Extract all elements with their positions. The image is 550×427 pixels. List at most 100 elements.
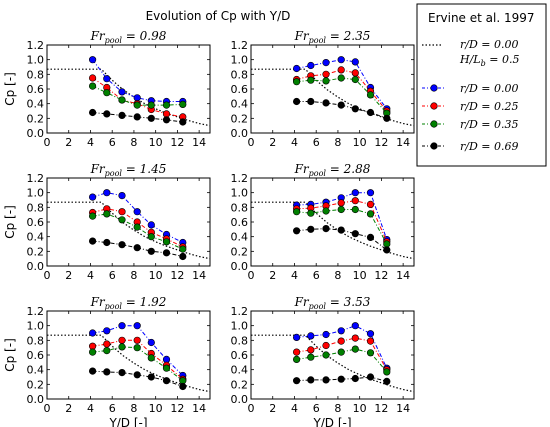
data-point xyxy=(103,210,111,218)
data-point xyxy=(322,351,330,359)
data-point xyxy=(103,238,111,247)
data-point xyxy=(322,225,330,233)
data-point xyxy=(103,89,111,97)
data-point xyxy=(293,348,301,356)
series-2 xyxy=(293,334,391,374)
y-axis-label: Cp [-] xyxy=(3,205,17,239)
y-tick-label: 0.4 xyxy=(27,364,45,377)
y-tick-label: 0.4 xyxy=(27,231,45,244)
series-1 xyxy=(293,322,391,372)
data-point xyxy=(179,100,187,108)
data-point xyxy=(118,111,126,119)
y-tick-label: 0.0 xyxy=(27,260,45,273)
series-4 xyxy=(293,225,391,254)
data-point xyxy=(88,82,97,90)
chart-panels: Frpool = 0.980 2 4 6 8 10 12 140.00.20.40.60.81… xyxy=(3,29,415,427)
data-point xyxy=(133,113,141,121)
data-point xyxy=(322,77,330,85)
data-point xyxy=(337,101,345,109)
data-point xyxy=(88,329,97,337)
y-tick-label: 0.8 xyxy=(27,334,45,347)
y-tick-label: 0.6 xyxy=(27,216,45,229)
y-tick-label: 1.0 xyxy=(27,54,45,67)
data-point xyxy=(351,334,359,342)
y-tick-label: 1.0 xyxy=(27,320,45,333)
legend-label: r/D = 0.25 xyxy=(460,100,519,113)
data-point xyxy=(366,108,375,117)
data-point xyxy=(351,189,359,197)
data-point xyxy=(307,332,315,340)
series-4 xyxy=(88,108,187,126)
x-axis-label: Y/D [-] xyxy=(312,416,351,427)
data-point xyxy=(322,70,330,78)
data-point xyxy=(337,337,345,345)
data-point xyxy=(147,221,155,229)
x-tick-label: 14 xyxy=(396,136,410,149)
data-point xyxy=(322,207,330,215)
data-point xyxy=(103,75,111,83)
data-point xyxy=(118,369,126,377)
data-point xyxy=(322,99,330,107)
data-point xyxy=(133,371,141,379)
data-point xyxy=(103,340,111,348)
y-tick-label: 1.2 xyxy=(231,39,249,52)
data-point xyxy=(307,225,315,233)
data-point xyxy=(147,373,155,381)
data-point xyxy=(147,114,155,122)
data-point xyxy=(103,327,111,335)
data-point xyxy=(351,345,359,353)
data-point xyxy=(133,101,141,109)
data-point xyxy=(162,101,171,109)
legend-label: r/D = 0.00 xyxy=(460,82,519,95)
legend-marker xyxy=(430,84,438,92)
data-point xyxy=(162,249,171,257)
data-point xyxy=(351,75,359,84)
y-axis-label: Cp [-] xyxy=(3,72,17,106)
series-3 xyxy=(293,205,391,248)
y-tick-label: 0.0 xyxy=(231,393,249,406)
y-tick-label: 0.2 xyxy=(231,112,249,125)
x-tick-label: 6 xyxy=(109,269,116,282)
data-point xyxy=(118,96,126,104)
x-tick-label: 2 xyxy=(65,136,72,149)
x-tick-label: 10 xyxy=(149,269,163,282)
reference-curve xyxy=(47,334,210,393)
data-point xyxy=(351,322,359,330)
data-point xyxy=(337,226,345,234)
legend-label: r/D = 0.69 xyxy=(460,140,519,153)
y-tick-label: 0.8 xyxy=(231,201,249,214)
data-point xyxy=(133,344,141,352)
reference-curve xyxy=(251,201,414,260)
data-point xyxy=(307,346,315,354)
x-tick-label: 8 xyxy=(334,402,341,415)
legend-entry-3: r/D = 0.35 xyxy=(422,118,519,131)
data-point xyxy=(337,375,345,383)
data-point xyxy=(337,205,345,214)
panel-title: Frpool = 2.35 xyxy=(294,29,371,45)
x-tick-label: 2 xyxy=(65,402,72,415)
legend-reference-line-1: r/D = 0.00 xyxy=(460,38,519,51)
data-point xyxy=(293,208,301,216)
axes-frame xyxy=(250,177,415,267)
x-tick-label: 4 xyxy=(87,402,94,415)
y-tick-label: 0.2 xyxy=(27,378,45,391)
data-point xyxy=(307,61,315,70)
data-point xyxy=(88,108,97,117)
x-tick-label: 0 xyxy=(44,136,51,149)
x-tick-label: 2 xyxy=(269,269,276,282)
y-tick-label: 0.8 xyxy=(231,68,249,81)
data-point xyxy=(88,74,97,82)
data-point xyxy=(337,66,345,74)
y-tick-label: 1.0 xyxy=(27,187,45,200)
data-point xyxy=(179,245,187,253)
data-point xyxy=(293,377,301,385)
panel-title: Frpool = 3.53 xyxy=(294,295,371,311)
legend-marker xyxy=(430,120,438,128)
x-tick-label: 10 xyxy=(353,136,367,149)
axes-frame xyxy=(46,177,211,267)
data-point xyxy=(293,78,301,86)
data-point xyxy=(322,330,330,339)
x-tick-label: 8 xyxy=(130,269,137,282)
data-point xyxy=(307,97,315,106)
series-4 xyxy=(293,97,391,122)
